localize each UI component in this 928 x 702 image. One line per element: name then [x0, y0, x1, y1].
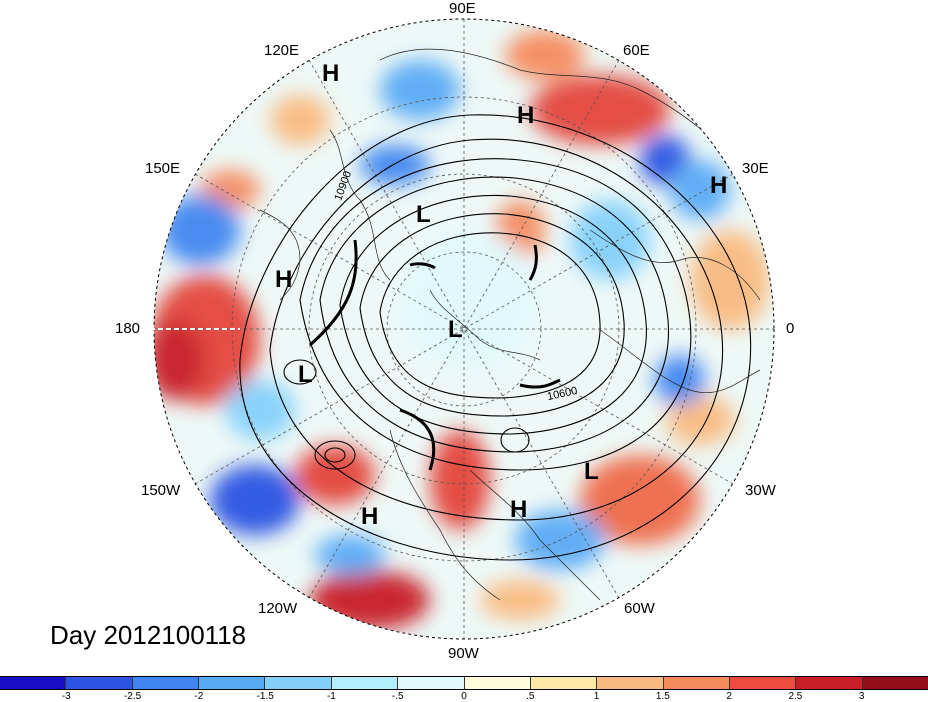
colorbar-tick-label: -3 — [61, 691, 71, 702]
colorbar-tick-label: 1 — [593, 691, 600, 702]
colorbar-tick-label: .5 — [526, 691, 535, 702]
lon-label-90w: 90W — [448, 645, 479, 662]
lon-label-120e: 120E — [264, 42, 300, 59]
lon-label-60e: 60E — [623, 42, 650, 59]
lon-label-90e: 90E — [449, 0, 476, 17]
colorbar-swatch — [530, 677, 598, 689]
colorbar-tick-label: 3 — [858, 691, 865, 702]
lon-label-30e: 30E — [742, 160, 769, 177]
colorbar-swatch — [862, 677, 928, 689]
high-center: H — [361, 503, 379, 530]
high-center: H — [275, 266, 293, 293]
colorbar-tick-label: -1 — [326, 691, 336, 702]
colorbar-swatch — [729, 677, 797, 689]
high-center: H — [517, 102, 535, 129]
lon-label-30w: 30W — [745, 482, 776, 499]
colorbar-tick-label: -.5 — [391, 691, 404, 702]
low-center: L — [584, 458, 599, 485]
colorbar-tick-label: -2.5 — [123, 691, 142, 702]
polar-map — [153, 18, 775, 640]
high-center: H — [510, 496, 528, 523]
lon-label-0: 0 — [786, 320, 795, 337]
low-center: L — [298, 361, 313, 388]
colorbar-swatch — [0, 677, 67, 689]
colorbar-swatch — [398, 677, 465, 689]
anomaly-field — [154, 19, 774, 639]
colorbar-swatch — [66, 677, 133, 689]
colorbar-tick-label: 0 — [461, 691, 467, 702]
colorbar-swatch — [464, 677, 531, 689]
day-title: Day 2012100118 — [50, 620, 247, 650]
colorbar-tick-label: 1.5 — [655, 691, 670, 702]
high-center: H — [322, 60, 340, 87]
colorbar-tick-label: 2.5 — [788, 691, 803, 702]
lon-label-60w: 60W — [624, 600, 655, 617]
lon-label-120w: 120W — [258, 600, 298, 617]
colorbar-tick-label: -1.5 — [256, 691, 274, 702]
high-center: H — [710, 172, 728, 199]
colorbar-swatch — [597, 677, 664, 689]
colorbar-swatch — [663, 677, 730, 689]
colorbar-swatch — [796, 677, 863, 689]
colorbar-swatch — [265, 677, 332, 689]
colorbar-tick-label: -2 — [194, 691, 204, 702]
lon-label-150w: 150W — [141, 482, 181, 499]
low-center: L — [448, 316, 463, 343]
colorbar — [0, 676, 928, 690]
lon-label-180: 180 — [115, 320, 141, 337]
colorbar-swatch — [331, 677, 399, 689]
colorbar-swatch — [199, 677, 266, 689]
colorbar-tick-label: 2 — [726, 691, 732, 702]
lon-label-150e: 150E — [145, 160, 181, 177]
low-center: L — [416, 201, 431, 228]
colorbar-swatch — [132, 677, 200, 689]
